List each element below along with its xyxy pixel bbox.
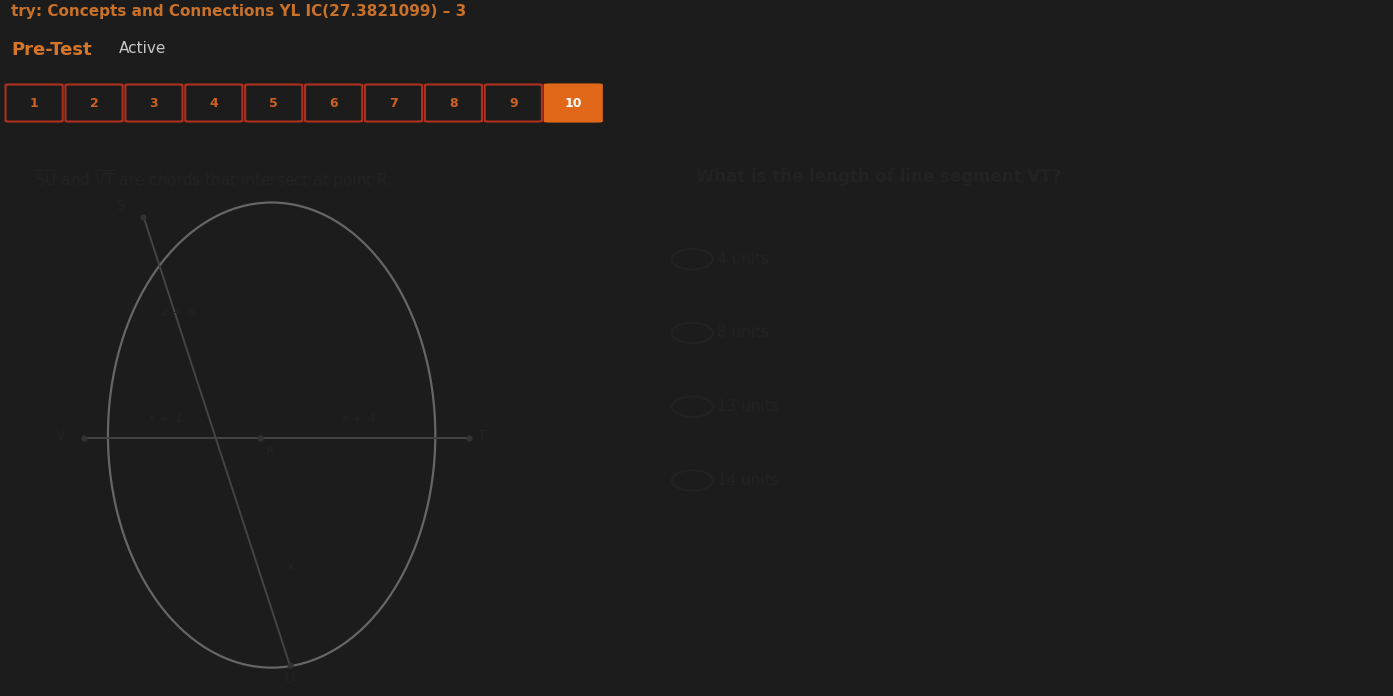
Text: V: V (56, 429, 65, 443)
Text: 8: 8 (449, 97, 458, 109)
FancyBboxPatch shape (545, 84, 602, 122)
Text: 6: 6 (329, 97, 338, 109)
Text: x + 4: x + 4 (340, 413, 376, 425)
Text: 4 units: 4 units (717, 252, 769, 267)
Text: x + 1: x + 1 (148, 413, 182, 425)
Text: 14 units: 14 units (717, 473, 779, 488)
Text: try: Concepts and Connections YL IC(27.3821099) – 3: try: Concepts and Connections YL IC(27.3… (11, 4, 467, 19)
Text: Pre-Test: Pre-Test (11, 41, 92, 59)
Text: x + 6: x + 6 (160, 306, 196, 319)
Text: 9: 9 (508, 97, 518, 109)
Text: $\overline{\rm SU}$ and $\overline{\rm VT}$ are chords that intersect at point R: $\overline{\rm SU}$ and $\overline{\rm V… (35, 168, 393, 191)
Text: 1: 1 (29, 97, 39, 109)
Text: 7: 7 (389, 97, 398, 109)
Text: 2: 2 (89, 97, 99, 109)
Text: 8 units: 8 units (717, 326, 769, 340)
Text: U: U (284, 672, 295, 686)
Text: 4: 4 (209, 97, 219, 109)
Text: 5: 5 (269, 97, 279, 109)
Text: 13 units: 13 units (717, 400, 779, 414)
Text: S: S (117, 199, 125, 213)
Text: x: x (287, 560, 294, 573)
Text: What is the length of line segment VT?: What is the length of line segment VT? (696, 168, 1061, 187)
Text: T: T (479, 429, 488, 443)
Text: R: R (266, 445, 274, 458)
Text: Active: Active (118, 41, 166, 56)
Text: 3: 3 (149, 97, 159, 109)
Text: 10: 10 (564, 97, 582, 109)
